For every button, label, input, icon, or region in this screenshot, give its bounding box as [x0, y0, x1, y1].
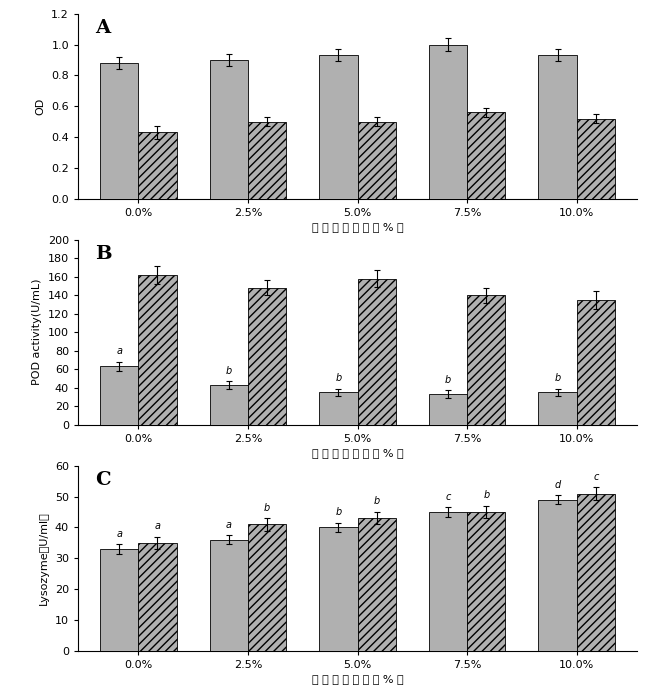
Y-axis label: Lysozyme（U/ml）: Lysozyme（U/ml） — [39, 512, 49, 605]
Bar — [577, 119, 615, 199]
Text: a: a — [116, 529, 122, 539]
Text: c: c — [593, 472, 599, 482]
Text: b: b — [445, 375, 451, 385]
Text: C: C — [95, 471, 110, 489]
Legend: 感染前, 感染后: 感染前, 感染后 — [307, 275, 408, 289]
Bar — [319, 55, 358, 199]
Bar — [358, 518, 396, 651]
Text: a: a — [155, 521, 161, 531]
X-axis label: 饲 料 脂 质 水 平 （ % ）: 饲 料 脂 质 水 平 （ % ） — [312, 448, 403, 458]
Bar — [429, 394, 467, 425]
Text: a: a — [116, 347, 122, 356]
Bar — [319, 527, 358, 651]
X-axis label: 饲 料 脂 质 水 平 （ % ）: 饲 料 脂 质 水 平 （ % ） — [312, 674, 403, 684]
Bar — [209, 540, 248, 651]
Bar — [538, 500, 577, 651]
Text: b: b — [483, 490, 489, 500]
Bar — [358, 279, 396, 425]
Legend: 感染前, 感染后: 感染前, 感染后 — [307, 501, 408, 515]
Text: b: b — [374, 497, 380, 506]
Text: c: c — [445, 492, 450, 502]
Bar — [138, 132, 177, 199]
Text: b: b — [554, 373, 561, 383]
Bar — [429, 45, 467, 199]
Bar — [538, 55, 577, 199]
Bar — [248, 288, 286, 425]
Bar — [100, 549, 138, 651]
Bar — [138, 275, 177, 425]
Bar — [467, 295, 506, 425]
Bar — [100, 63, 138, 199]
Bar — [248, 525, 286, 651]
Bar — [138, 543, 177, 651]
Text: a: a — [226, 520, 231, 530]
Text: B: B — [95, 245, 111, 263]
Text: d: d — [554, 479, 561, 490]
Bar — [100, 366, 138, 425]
Bar — [467, 512, 506, 651]
Bar — [577, 493, 615, 651]
Bar — [209, 60, 248, 199]
Bar — [319, 393, 358, 425]
Text: b: b — [226, 366, 232, 375]
Y-axis label: OD: OD — [36, 97, 46, 115]
Text: b: b — [335, 508, 341, 517]
Text: b: b — [264, 503, 270, 512]
Bar — [209, 385, 248, 425]
Bar — [467, 112, 506, 199]
Text: b: b — [335, 373, 341, 383]
Bar — [358, 122, 396, 199]
Bar — [577, 300, 615, 425]
X-axis label: 饲 料 脂 质 水 平 （ % ）: 饲 料 脂 质 水 平 （ % ） — [312, 222, 403, 232]
Y-axis label: POD activity(U/mL): POD activity(U/mL) — [32, 279, 42, 386]
Bar — [538, 393, 577, 425]
Bar — [248, 122, 286, 199]
Bar — [429, 512, 467, 651]
Text: A: A — [95, 19, 110, 37]
